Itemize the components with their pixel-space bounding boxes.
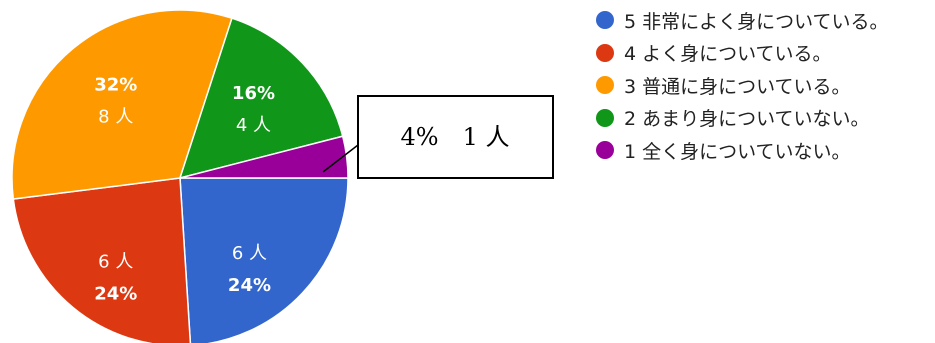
legend-swatch <box>596 43 614 62</box>
slice-percent-label: 32% <box>94 74 137 95</box>
pie-slice <box>178 17 344 180</box>
slice-count-label: 8 人 <box>98 106 133 127</box>
pie-slice <box>179 177 349 343</box>
slice-percent-label: 24% <box>94 284 137 305</box>
legend-label: 4 よく身についている。 <box>624 43 832 66</box>
pie-slice <box>11 9 233 200</box>
legend-label: 2 あまり身についていない。 <box>624 108 870 131</box>
legend-swatch <box>596 141 614 160</box>
legend-item: 4 よく身についている。 <box>596 37 889 70</box>
slice-percent-label: 16% <box>232 83 275 104</box>
legend-label: 3 普通に身についている。 <box>624 75 851 98</box>
legend-label: 5 非常によく身についている。 <box>624 10 889 33</box>
legend-item: 2 あまり身についていない。 <box>596 102 889 135</box>
legend-swatch <box>596 108 614 127</box>
callout-text: 4% 1 人 <box>401 123 510 151</box>
slice-count-label: 6 人 <box>98 252 133 273</box>
legend-swatch <box>596 11 614 30</box>
pie-labels: 6 人 24% 6 人 24% 32% 8 人 16% 4 人 <box>94 74 275 304</box>
legend-item: 1 全く身についていない。 <box>596 134 889 167</box>
legend: 5 非常によく身についている。 4 よく身についている。 3 普通に身についてい… <box>596 4 889 167</box>
legend-label: 1 全く身についていない。 <box>624 140 851 163</box>
slice-percent-label: 24% <box>228 275 271 296</box>
legend-item: 5 非常によく身についている。 <box>596 4 889 37</box>
legend-swatch <box>596 76 614 95</box>
legend-item: 3 普通に身についている。 <box>596 69 889 102</box>
slice-count-label: 4 人 <box>236 115 271 136</box>
callout-box <box>357 95 554 179</box>
slice-count-label: 6 人 <box>232 243 267 264</box>
pie-slice <box>179 135 349 179</box>
pie-slice <box>12 177 192 343</box>
callout-leader-line <box>322 144 359 173</box>
pie-slices <box>11 9 349 343</box>
